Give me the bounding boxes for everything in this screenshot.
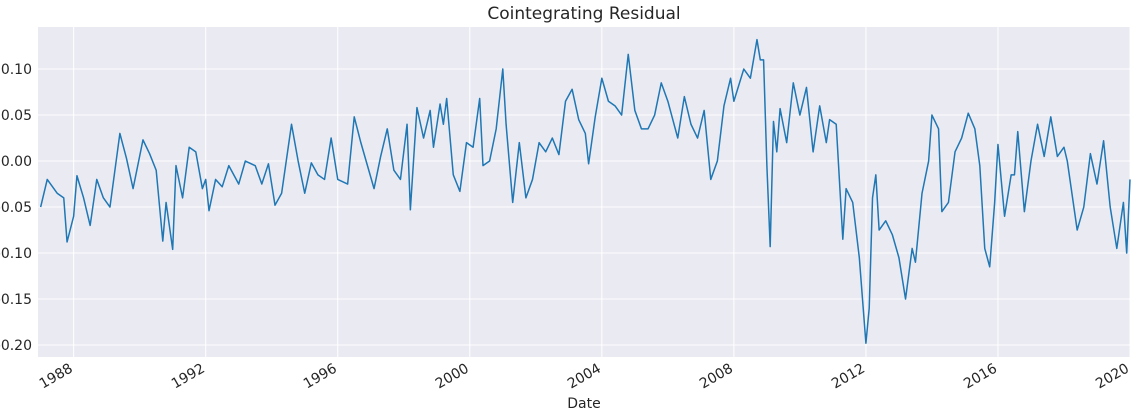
x-tick-label: 2020 — [1093, 361, 1132, 393]
x-tick-label: 2004 — [565, 361, 604, 393]
x-axis-label: Date — [567, 396, 600, 412]
x-tick-label: 1992 — [169, 361, 208, 393]
y-tick-label: 0.00 — [1, 154, 32, 170]
x-tick-label: 2008 — [697, 361, 736, 393]
x-tick-label: 2000 — [433, 361, 472, 393]
x-tick-label: 1996 — [301, 361, 340, 393]
x-tick-label: 1988 — [37, 361, 76, 393]
y-tick-label: -0.15 — [0, 292, 32, 308]
y-tick-label: -0.20 — [0, 338, 32, 354]
y-tick-label: 0.10 — [1, 62, 32, 78]
plot-area — [38, 27, 1130, 357]
y-tick-label: -0.10 — [0, 246, 32, 262]
data-line — [39, 38, 1131, 344]
x-tick-label: 2016 — [961, 361, 1000, 393]
x-tick-label: 2012 — [829, 361, 868, 393]
y-tick-label: -0.05 — [0, 200, 32, 216]
chart-title: Cointegrating Residual — [487, 4, 680, 24]
y-tick-label: 0.05 — [1, 108, 32, 124]
